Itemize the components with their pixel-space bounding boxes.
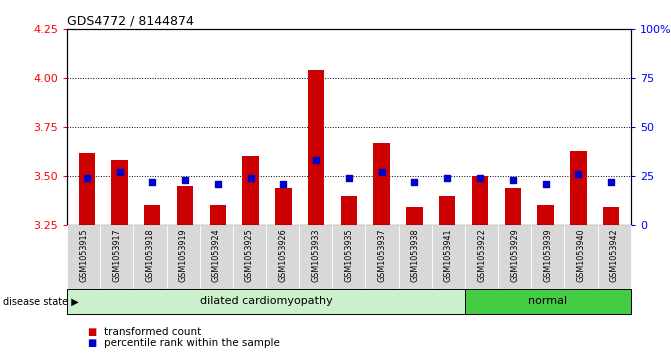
Text: percentile rank within the sample: percentile rank within the sample [104, 338, 280, 348]
Text: GSM1053925: GSM1053925 [245, 228, 254, 282]
Text: GSM1053933: GSM1053933 [311, 228, 320, 282]
Point [311, 158, 321, 163]
Bar [406, 207, 423, 225]
Bar [144, 205, 160, 225]
Text: GSM1053940: GSM1053940 [576, 228, 586, 282]
Bar [570, 151, 586, 225]
Bar [177, 186, 193, 225]
Text: disease state ▶: disease state ▶ [3, 296, 79, 306]
Point [81, 175, 92, 181]
Bar [341, 196, 357, 225]
Text: GDS4772 / 8144874: GDS4772 / 8144874 [67, 15, 194, 28]
Point [344, 175, 354, 181]
Text: GSM1053918: GSM1053918 [146, 228, 154, 282]
Point [507, 177, 518, 183]
Text: GSM1053935: GSM1053935 [344, 228, 354, 282]
Point [245, 175, 256, 181]
Bar [472, 176, 488, 225]
Text: normal: normal [528, 296, 568, 306]
Point [278, 181, 289, 187]
Bar [603, 207, 619, 225]
Text: ■: ■ [87, 338, 97, 348]
Text: GSM1053929: GSM1053929 [510, 228, 519, 282]
Text: GSM1053938: GSM1053938 [411, 228, 420, 282]
Bar [209, 205, 226, 225]
Point [147, 179, 158, 185]
Text: GSM1053922: GSM1053922 [477, 228, 486, 282]
Bar [79, 152, 95, 225]
Point [540, 181, 551, 187]
Text: dilated cardiomyopathy: dilated cardiomyopathy [200, 296, 332, 306]
Point [442, 175, 453, 181]
Point [114, 169, 125, 175]
Bar [374, 143, 390, 225]
Point [376, 169, 387, 175]
Text: GSM1053917: GSM1053917 [112, 228, 121, 282]
Point [409, 179, 420, 185]
Bar [308, 70, 324, 225]
Text: GSM1053924: GSM1053924 [212, 228, 221, 282]
Point [474, 175, 485, 181]
Text: GSM1053915: GSM1053915 [79, 228, 88, 282]
Text: GSM1053926: GSM1053926 [278, 228, 287, 282]
Text: GSM1053919: GSM1053919 [178, 228, 188, 282]
Text: GSM1053939: GSM1053939 [544, 228, 552, 282]
Text: transformed count: transformed count [104, 327, 201, 337]
Text: GSM1053941: GSM1053941 [444, 228, 453, 282]
Point [573, 171, 584, 177]
Text: GSM1053937: GSM1053937 [378, 228, 386, 282]
Text: ■: ■ [87, 327, 97, 337]
Bar [242, 156, 259, 225]
Point [213, 181, 223, 187]
Bar [275, 188, 292, 225]
Point [606, 179, 617, 185]
Text: GSM1053942: GSM1053942 [610, 228, 619, 282]
Point [180, 177, 191, 183]
Bar [537, 205, 554, 225]
Bar [505, 188, 521, 225]
Bar [439, 196, 456, 225]
Bar [111, 160, 127, 225]
